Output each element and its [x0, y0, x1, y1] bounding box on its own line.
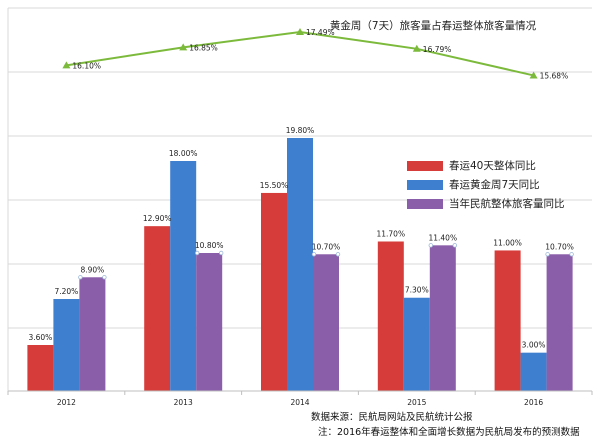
bar-2015-series-3: [429, 245, 456, 391]
bar-2012-series-3: [79, 277, 106, 391]
bar-2012-series-2: [53, 299, 80, 391]
bar-2013-series-3: [196, 253, 223, 391]
footnote: 注：2016年春运整体和全面增长数据为民航局发布的预测数据: [318, 427, 580, 438]
line-value-label: 16.79%: [423, 45, 452, 54]
x-tick-label: 2014: [290, 398, 309, 407]
x-tick-label: 2016: [524, 398, 543, 407]
bar-marker: [102, 275, 107, 280]
bar-value-label: 11.70%: [376, 230, 405, 239]
bar-2016-series-3: [546, 254, 573, 391]
line-chart-title: 黄金周（7天）旅客量占春运整体旅客量情况: [330, 19, 537, 32]
bar-value-label: 12.90%: [143, 214, 172, 223]
bar-2016-series-1: [494, 250, 521, 391]
bar-value-label: 19.80%: [286, 126, 315, 135]
bar-marker: [335, 252, 341, 257]
bar-2015-series-1: [377, 241, 404, 391]
legend-item-1: 春运40天整体同比: [407, 156, 597, 175]
bar-2016-series-2: [520, 352, 547, 391]
legend-swatch: [407, 198, 443, 209]
x-tick-label: 2013: [174, 398, 193, 407]
legend-item-2: 春运黄金周7天同比: [407, 175, 597, 194]
x-axis: 2012 2013 2014 2015 2016: [7, 390, 593, 407]
bar-2014-series-3: [313, 254, 339, 391]
bar-value-label: 10.80%: [195, 241, 224, 250]
bar-marker: [545, 252, 550, 257]
line-point-marker: [62, 61, 71, 69]
bar-value-label: 7.30%: [405, 286, 429, 295]
bar-2013-series-2: [170, 161, 197, 391]
line-value-label: 16.85%: [189, 43, 218, 52]
bar-value-labels: 3.60% 7.20% 8.90% 12.90% 18.00% 10.80% 15.50% 1…: [28, 126, 573, 350]
bar-2014-series-2: [287, 138, 313, 391]
bar-value-label: 10.70%: [312, 242, 341, 251]
legend-swatch: [407, 160, 443, 171]
line-series-group: 16.10% 16.85% 17.49% 16.79% 15.68%: [62, 28, 568, 80]
legend-label: 春运黄金周7天同比: [449, 179, 540, 191]
line-point-marker: [296, 28, 304, 35]
data-source-note: 数据来源：民航局网站及民航统计公报: [311, 412, 473, 423]
bar-2015-series-2: [403, 297, 430, 391]
line-value-label: 15.68%: [540, 71, 569, 80]
x-tick-label: 2015: [407, 398, 426, 407]
bar-value-label: 18.00%: [169, 149, 198, 158]
line-point-marker: [412, 44, 421, 52]
line-point-marker: [529, 71, 538, 79]
bar-value-label: 11.40%: [428, 233, 457, 242]
bar-value-label: 3.00%: [522, 341, 546, 350]
bar-series-group: [27, 138, 574, 391]
line-point-marker: [179, 43, 188, 51]
bar-2013-series-1: [144, 226, 171, 391]
bar-value-label: 8.90%: [80, 265, 104, 274]
legend-swatch: [407, 179, 443, 190]
bar-marker: [194, 250, 200, 256]
line-value-label: 16.10%: [72, 61, 101, 70]
legend-label: 春运40天整体同比: [449, 160, 536, 172]
bar-marker: [218, 250, 224, 256]
bar-marker: [78, 275, 83, 280]
bar-marker: [311, 252, 317, 257]
bar-2012-series-1: [27, 345, 54, 391]
bar-value-label: 7.20%: [54, 287, 78, 296]
legend-label: 当年民航整体旅客量同比: [449, 198, 565, 210]
line-series: [66, 30, 534, 77]
bar-marker: [452, 243, 457, 248]
x-tick-label: 2012: [57, 398, 76, 407]
legend-item-3: 当年民航整体旅客量同比: [407, 194, 597, 213]
bar-value-label: 3.60%: [28, 333, 52, 342]
bar-value-label: 10.70%: [545, 242, 574, 251]
bar-marker: [569, 252, 574, 257]
bar-marker: [428, 243, 433, 248]
bar-2014-series-1: [261, 192, 287, 391]
bar-value-label: 15.50%: [260, 181, 289, 190]
line-value-label: 17.49%: [306, 28, 335, 37]
legend: 春运40天整体同比 春运黄金周7天同比当年民航整体旅客量同比: [407, 156, 597, 213]
bar-value-label: 11.00%: [493, 238, 522, 247]
